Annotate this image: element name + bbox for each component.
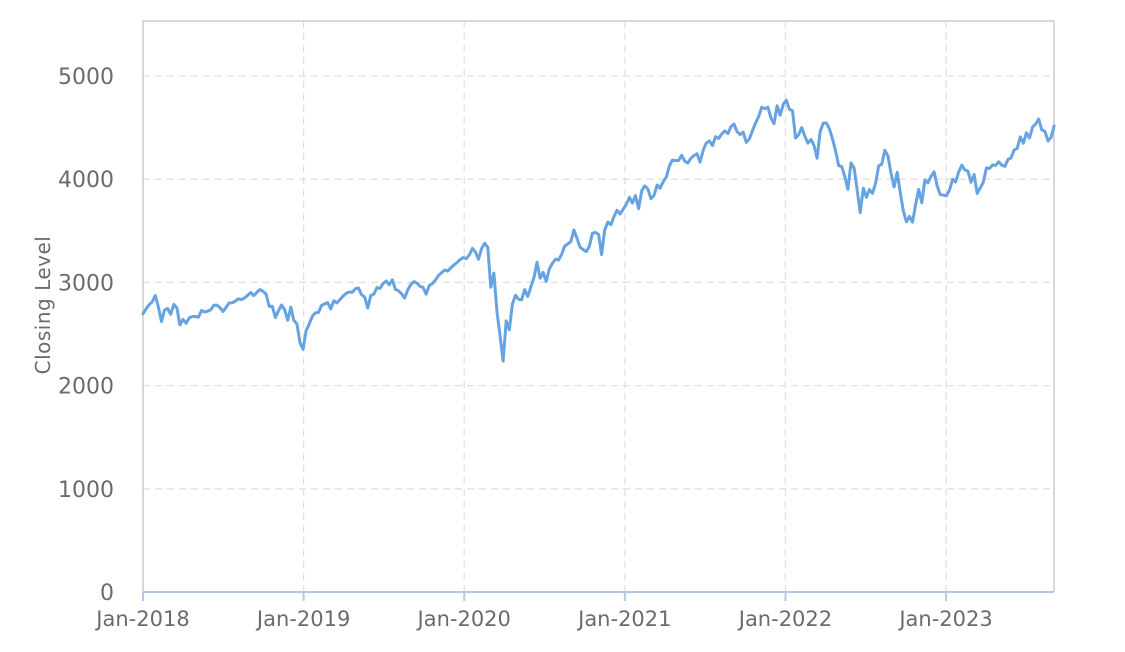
series-line [141,98,1056,363]
y-tick-label: 3000 [58,271,114,296]
gridlines [143,21,1054,592]
plot-border [142,20,1055,593]
y-tick-label: 0 [100,581,114,606]
y-axis-ticks: 0 1000 2000 3000 4000 5000 [58,65,114,606]
x-tick-label: Jan-2022 [737,607,832,631]
y-tick-label: 2000 [58,375,114,400]
x-tick-label: Jan-2021 [576,607,671,631]
x-tick-label: Jan-2023 [897,607,992,631]
x-tick-label: Jan-2019 [255,607,350,631]
x-axis-ticks: Jan-2018 Jan-2019 Jan-2020 Jan-2021 Jan-2022… [94,592,993,631]
x-tick-label: Jan-2020 [416,607,511,631]
y-axis-title: Closing Level [31,235,55,375]
y-tick-label: 4000 [58,168,114,193]
x-tick-label: Jan-2018 [94,607,189,631]
y-tick-label: 1000 [58,478,114,503]
y-tick-label: 5000 [58,65,114,90]
